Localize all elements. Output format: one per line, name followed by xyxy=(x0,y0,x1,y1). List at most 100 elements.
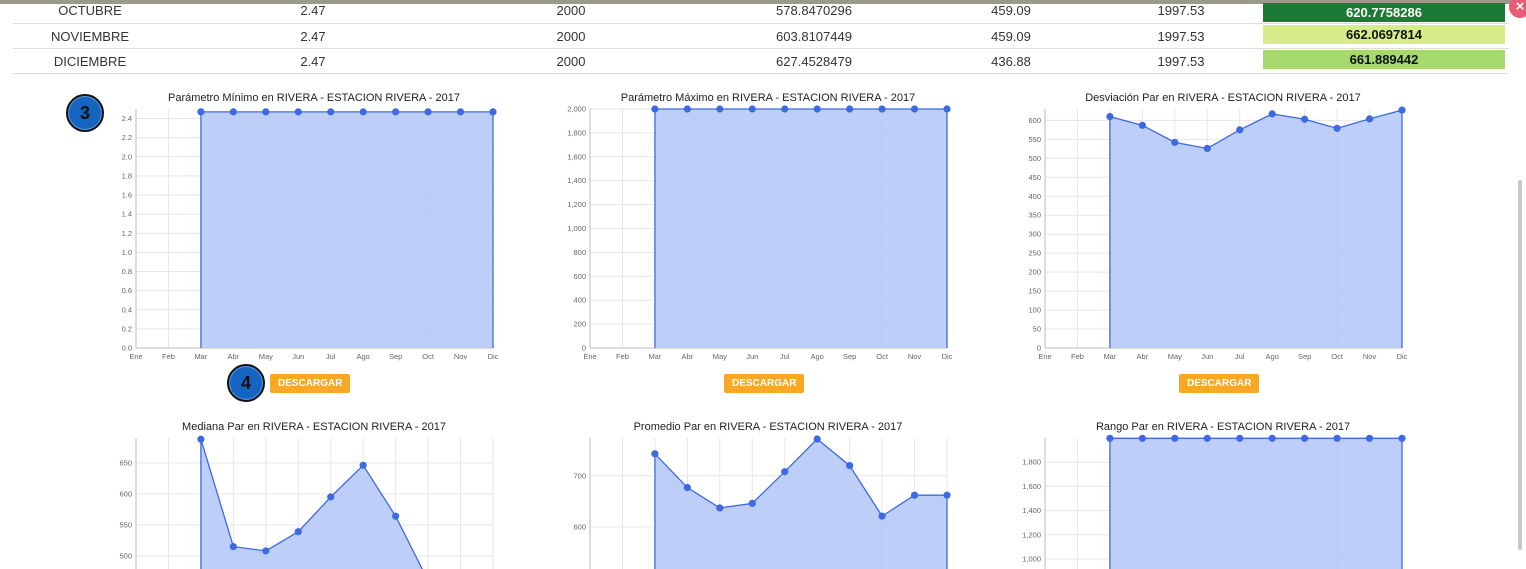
y-tick-label: 150 xyxy=(1028,287,1041,296)
data-point xyxy=(716,105,724,113)
x-tick-label: Jul xyxy=(1235,352,1245,361)
data-point xyxy=(1106,434,1114,442)
data-point xyxy=(1236,126,1244,134)
data-point xyxy=(1268,110,1276,118)
download-button-2[interactable]: DESCARGAR xyxy=(724,374,805,393)
data-point xyxy=(262,108,270,116)
y-tick-label: 1,600 xyxy=(567,152,586,161)
step-badge-4: 4 xyxy=(227,364,265,402)
data-point xyxy=(327,493,335,501)
data-point xyxy=(813,435,821,443)
data-point xyxy=(1171,434,1179,442)
data-point xyxy=(943,105,951,113)
series-area xyxy=(654,439,947,569)
chart-title: Mediana Par en RIVERA - ESTACION RIVERA … xyxy=(182,421,446,433)
x-tick-label: Dic xyxy=(942,352,953,361)
x-tick-label: Nov xyxy=(454,352,468,361)
y-tick-label: 2.0 xyxy=(122,152,132,161)
y-tick-label: 400 xyxy=(573,296,586,305)
data-point xyxy=(846,105,854,113)
y-tick-label: 1.4 xyxy=(122,210,132,219)
y-tick-label: 200 xyxy=(1028,268,1041,277)
y-tick-label: 1.8 xyxy=(122,171,132,180)
data-point xyxy=(1203,144,1211,153)
x-tick-label: Nov xyxy=(908,352,922,361)
x-tick-label: Sep xyxy=(1298,352,1311,361)
chart-title: Parámetro Mínimo en RIVERA - ESTACION RI… xyxy=(168,92,460,104)
y-tick-label: 1.2 xyxy=(122,229,132,238)
y-tick-label: 0.6 xyxy=(122,286,132,295)
data-point xyxy=(197,108,205,116)
data-point xyxy=(910,491,919,499)
x-tick-label: Jul xyxy=(326,352,336,361)
data-point xyxy=(294,528,302,536)
data-point xyxy=(846,461,854,470)
table-cell: 2.47 xyxy=(300,54,326,69)
x-tick-label: Abr xyxy=(228,352,240,361)
series-area xyxy=(1109,438,1402,569)
x-tick-label: Ene xyxy=(129,352,142,361)
data-point xyxy=(748,499,756,507)
series-area xyxy=(654,109,947,348)
x-tick-label: Abr xyxy=(1137,352,1149,361)
data-point xyxy=(1203,434,1211,442)
data-table: OCTUBRE 2.47 2000 578.8470296 459.09 199… xyxy=(13,0,1509,74)
x-tick-label: Feb xyxy=(162,352,175,361)
y-tick-label: 1,200 xyxy=(1022,530,1041,539)
y-tick-label: 500 xyxy=(119,551,132,560)
data-point xyxy=(1333,124,1341,132)
highlight-cell: 662.0697814 xyxy=(1263,25,1505,44)
y-tick-label: 1,400 xyxy=(567,176,586,185)
data-point xyxy=(1236,434,1244,442)
data-point xyxy=(359,461,367,469)
data-point xyxy=(262,547,270,555)
data-point xyxy=(424,108,432,116)
y-tick-label: 250 xyxy=(1028,249,1041,258)
y-tick-label: 600 xyxy=(119,489,132,498)
series-line xyxy=(1109,437,1403,569)
x-tick-label: Dic xyxy=(488,352,499,361)
y-tick-label: 0.2 xyxy=(122,324,132,333)
series-line xyxy=(200,439,423,569)
y-tick-label: 600 xyxy=(573,522,586,531)
data-point xyxy=(910,105,919,113)
series-line xyxy=(654,108,948,348)
data-point xyxy=(1301,115,1309,123)
x-tick-label: Sep xyxy=(843,352,856,361)
table-cell: 459.09 xyxy=(991,3,1031,18)
x-tick-label: Oct xyxy=(1331,352,1344,361)
table-cell: 2000 xyxy=(556,29,586,44)
download-button-1[interactable]: DESCARGAR xyxy=(270,374,351,393)
y-tick-label: 600 xyxy=(1028,116,1041,125)
data-point xyxy=(748,105,756,113)
data-point xyxy=(781,468,789,476)
table-row: DICIEMBRE 2.47 2000 627.4528479 436.88 1… xyxy=(13,49,1509,74)
x-tick-label: Jun xyxy=(1201,352,1213,361)
x-tick-label: Dic xyxy=(1397,352,1408,361)
data-point xyxy=(1138,121,1146,129)
y-tick-label: 0.8 xyxy=(122,267,132,276)
chart-title: Desviación Par en RIVERA - ESTACION RIVE… xyxy=(1085,92,1361,104)
series-line xyxy=(200,111,494,348)
data-point xyxy=(1398,106,1406,114)
x-tick-label: May xyxy=(1168,352,1182,361)
close-icon[interactable]: × xyxy=(1509,0,1526,18)
chart-title: Rango Par en RIVERA - ESTACION RIVERA - … xyxy=(1096,421,1350,433)
y-tick-label: 0 xyxy=(1037,344,1041,353)
highlight-cell: 620.7758286 xyxy=(1263,3,1505,22)
series-line xyxy=(654,438,948,569)
table-cell: 1997.53 xyxy=(1157,54,1205,69)
x-tick-label: Feb xyxy=(616,352,629,361)
y-tick-label: 1,200 xyxy=(567,200,586,209)
x-tick-label: Ago xyxy=(811,352,824,361)
download-button-3[interactable]: DESCARGAR xyxy=(1179,374,1260,393)
y-tick-label: 650 xyxy=(119,458,132,467)
data-point xyxy=(392,108,400,116)
x-tick-label: May xyxy=(259,352,273,361)
y-tick-label: 300 xyxy=(1028,230,1041,239)
x-tick-label: Jul xyxy=(780,352,790,361)
x-tick-label: Ago xyxy=(1266,352,1279,361)
x-tick-label: Mar xyxy=(194,352,207,361)
scrollbar[interactable] xyxy=(1518,180,1522,550)
series-area xyxy=(1109,110,1402,348)
